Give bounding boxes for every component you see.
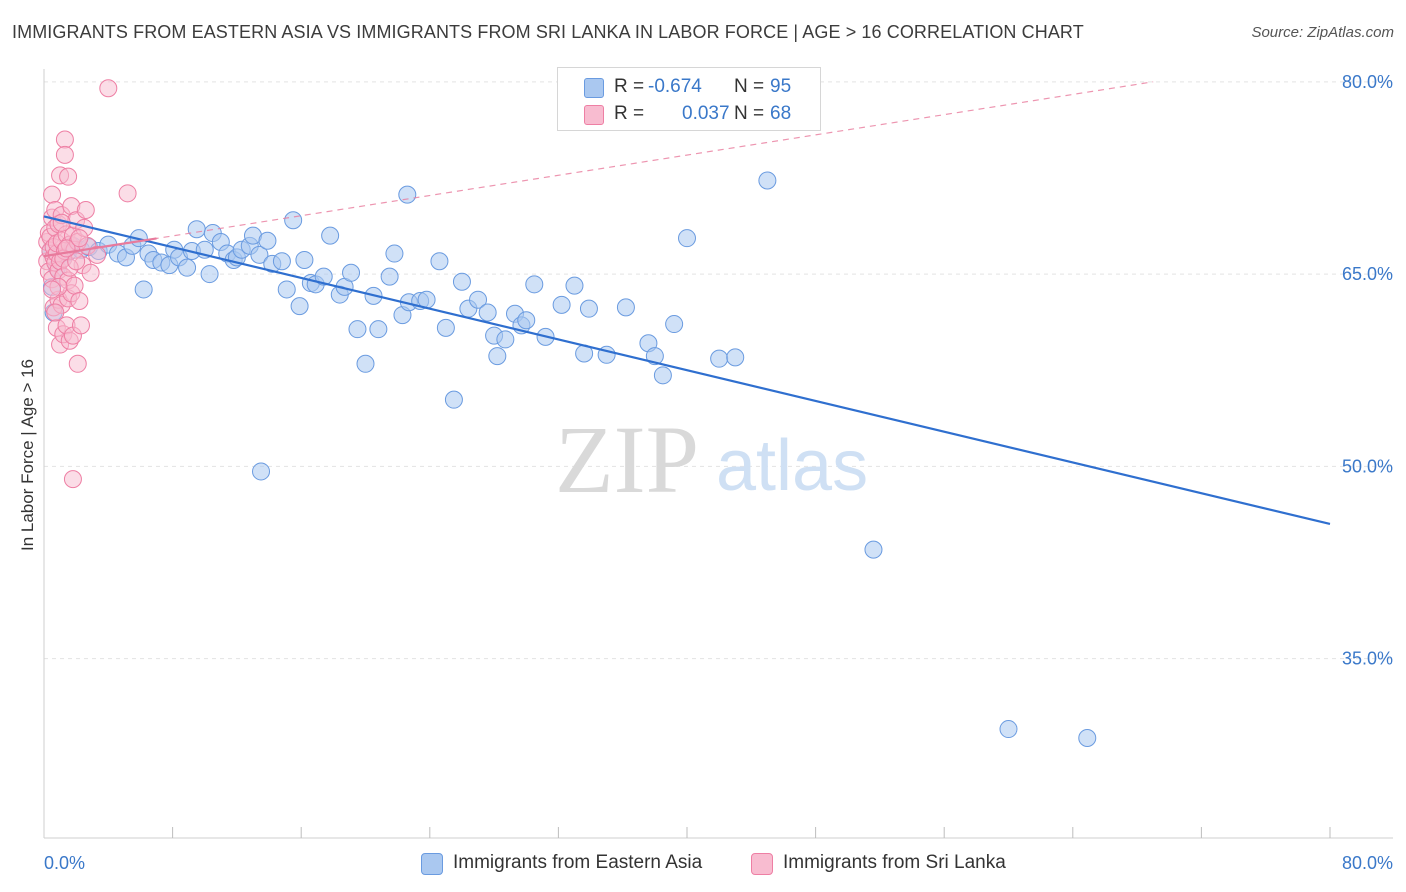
eastern-asia-point — [178, 258, 197, 277]
eastern-asia-point — [565, 276, 584, 295]
eastern-asia-point — [552, 295, 571, 314]
y-tick-label: 35.0% — [1342, 649, 1393, 669]
eastern-asia-point — [645, 347, 664, 366]
legend-n-value: 95 — [770, 76, 792, 97]
eastern-asia-point — [525, 275, 544, 294]
eastern-asia-point — [284, 211, 303, 230]
eastern-asia-point — [469, 290, 488, 309]
eastern-asia-point — [496, 330, 515, 349]
legend-swatch-pink — [584, 105, 604, 125]
eastern-asia-point — [258, 231, 277, 250]
bottom-legend-swatch-blue — [421, 853, 443, 875]
x-tick-label: 80.0% — [1342, 853, 1393, 873]
eastern-asia-point — [999, 720, 1018, 739]
legend-n-label: N = — [734, 103, 765, 124]
legend-r-label: R = — [614, 103, 645, 124]
eastern-asia-point — [864, 540, 883, 559]
sri-lanka-point — [68, 354, 87, 373]
bottom-legend-label: Immigrants from Eastern Asia — [453, 852, 703, 873]
bottom-legend-label: Immigrants from Sri Lanka — [783, 852, 1006, 873]
eastern-asia-point — [200, 265, 219, 284]
eastern-asia-point — [444, 390, 463, 409]
eastern-asia-point — [710, 349, 729, 368]
sri-lanka-point — [55, 130, 74, 149]
sri-lanka-point — [99, 79, 118, 98]
x-tick-label: 0.0% — [44, 853, 85, 873]
eastern-asia-point — [295, 250, 314, 269]
eastern-asia-point — [488, 347, 507, 366]
source-credit: Source: ZipAtlas.com — [1251, 24, 1394, 41]
eastern-asia-point — [478, 303, 497, 322]
eastern-asia-point — [348, 320, 367, 339]
sri-lanka-point — [55, 145, 74, 164]
eastern-asia-point — [579, 299, 598, 318]
sri-lanka-trend-line-solid — [43, 237, 157, 258]
eastern-asia-point — [726, 348, 745, 367]
legend-n-label: N = — [734, 76, 765, 97]
bottom-legend-swatch-pink — [751, 853, 773, 875]
eastern-asia-point — [134, 280, 153, 299]
series-sri-lanka — [38, 79, 137, 489]
stats-legend: R = -0.674 N = 95 R = 0.037 N = 68 — [557, 67, 821, 131]
series-eastern-asia — [41, 171, 1097, 748]
eastern-asia-point — [272, 252, 291, 271]
watermark-zip: ZIP — [555, 406, 699, 513]
eastern-asia-point — [665, 315, 684, 334]
sri-lanka-point — [71, 316, 90, 335]
eastern-asia-point — [385, 244, 404, 263]
y-tick-label: 65.0% — [1342, 264, 1393, 284]
sri-lanka-point — [76, 200, 95, 219]
eastern-asia-point — [321, 226, 340, 245]
eastern-asia-point — [653, 366, 672, 385]
eastern-asia-point — [342, 263, 361, 282]
eastern-asia-point — [290, 297, 309, 316]
sri-lanka-point — [70, 229, 89, 248]
legend-r-value: 0.037 — [682, 103, 730, 124]
sri-lanka-point — [59, 167, 78, 186]
grid-layer — [44, 81, 1393, 660]
axis-labels: 35.0% 50.0% 65.0% 80.0% 0.0% 80.0% In Labor Fo… — [18, 72, 1393, 873]
sri-lanka-trend-line — [43, 81, 1154, 257]
sri-lanka-point — [70, 291, 89, 310]
eastern-asia-point — [356, 354, 375, 373]
eastern-asia-point — [187, 220, 206, 239]
eastern-asia-point — [678, 229, 696, 248]
eastern-asia-point — [252, 462, 271, 481]
watermark-atlas: atlas — [716, 426, 868, 506]
eastern-asia-point — [758, 171, 777, 190]
y-axis-label: In Labor Force | Age > 16 — [18, 359, 37, 551]
eastern-asia-point — [1078, 729, 1097, 748]
sri-lanka-point — [43, 280, 62, 299]
sri-lanka-point — [81, 263, 100, 282]
eastern-asia-point — [452, 272, 471, 291]
legend-n-value: 68 — [770, 103, 792, 124]
sri-lanka-point — [46, 303, 65, 322]
legend-swatch-blue — [584, 78, 604, 98]
sri-lanka-point — [88, 245, 107, 264]
eastern-asia-point — [398, 185, 417, 204]
eastern-asia-point — [314, 267, 333, 286]
eastern-asia-point — [517, 311, 536, 330]
legend-r-label: R = — [614, 76, 645, 97]
eastern-asia-point — [616, 298, 635, 317]
sri-lanka-point — [43, 185, 62, 204]
chart-title: IMMIGRANTS FROM EASTERN ASIA VS IMMIGRAN… — [12, 22, 1084, 42]
eastern-asia-point — [380, 267, 399, 286]
legend-r-value: -0.674 — [648, 76, 702, 97]
sri-lanka-point — [118, 184, 137, 203]
eastern-asia-point — [369, 320, 388, 339]
eastern-asia-point — [436, 318, 455, 337]
eastern-asia-point — [250, 245, 269, 264]
eastern-asia-point — [277, 280, 296, 299]
sri-lanka-point — [65, 276, 84, 295]
sri-lanka-point — [67, 252, 86, 271]
trend-lines — [43, 81, 1331, 526]
eastern-asia-point — [430, 252, 449, 271]
y-tick-label: 50.0% — [1342, 456, 1393, 476]
y-tick-label: 80.0% — [1342, 72, 1393, 92]
eastern-asia-trend-line — [43, 215, 1331, 526]
sri-lanka-point — [63, 470, 82, 489]
